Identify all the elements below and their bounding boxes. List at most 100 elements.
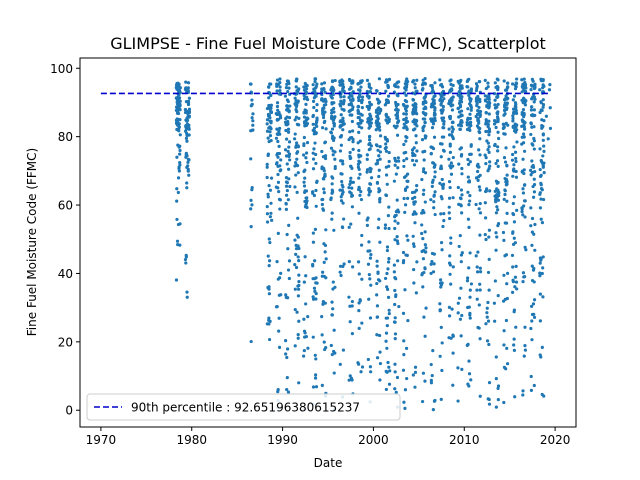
scatter-point bbox=[466, 107, 470, 111]
scatter-point bbox=[469, 378, 473, 382]
scatter-point bbox=[414, 102, 418, 106]
scatter-point bbox=[404, 120, 409, 124]
scatter-point bbox=[314, 297, 318, 301]
scatter-point bbox=[341, 162, 345, 166]
scatter-point bbox=[356, 187, 361, 192]
scatter-point bbox=[495, 159, 500, 163]
scatter-point bbox=[513, 395, 517, 399]
scatter-point bbox=[475, 124, 480, 128]
scatter-point bbox=[460, 153, 464, 157]
scatter-point bbox=[293, 96, 297, 100]
scatter-point bbox=[384, 316, 388, 320]
scatter-point bbox=[404, 139, 408, 143]
scatter-point bbox=[450, 98, 454, 102]
scatter-point bbox=[311, 151, 315, 155]
scatter-point bbox=[287, 86, 291, 90]
scatter-point bbox=[377, 168, 381, 172]
scatter-point bbox=[414, 141, 418, 145]
scatter-point bbox=[265, 122, 269, 126]
scatter-point bbox=[513, 83, 517, 87]
scatter-point bbox=[359, 85, 363, 89]
scatter-point bbox=[357, 326, 361, 330]
scatter-point bbox=[420, 88, 424, 92]
scatter-point bbox=[538, 110, 542, 115]
scatter-point bbox=[448, 272, 452, 276]
scatter-point bbox=[266, 254, 270, 258]
scatter-point bbox=[368, 256, 373, 260]
scatter-point bbox=[395, 133, 400, 137]
scatter-point bbox=[521, 108, 526, 112]
scatter-point bbox=[384, 80, 388, 84]
scatter-point bbox=[177, 88, 181, 92]
scatter-point bbox=[175, 155, 179, 159]
scatter-point bbox=[447, 196, 452, 200]
scatter-point bbox=[365, 157, 369, 161]
scatter-point bbox=[393, 226, 397, 231]
scatter-point bbox=[546, 137, 550, 141]
scatter-point bbox=[423, 134, 427, 138]
scatter-point bbox=[460, 166, 464, 171]
scatter-point bbox=[311, 83, 315, 87]
scatter-point bbox=[251, 112, 255, 116]
scatter-point bbox=[515, 208, 519, 212]
scatter-point bbox=[514, 125, 518, 129]
scatter-point bbox=[476, 250, 480, 254]
scatter-point bbox=[324, 257, 328, 261]
scatter-point bbox=[293, 137, 297, 141]
scatter-point bbox=[387, 226, 391, 231]
scatter-point bbox=[392, 263, 396, 267]
scatter-point bbox=[385, 119, 389, 123]
scatter-point bbox=[305, 121, 310, 126]
scatter-point bbox=[394, 293, 398, 297]
scatter-point bbox=[429, 151, 433, 156]
scatter-point bbox=[538, 192, 542, 196]
scatter-point bbox=[368, 147, 372, 151]
scatter-point bbox=[475, 270, 480, 274]
scatter-point bbox=[365, 223, 369, 227]
scatter-point bbox=[514, 107, 518, 111]
scatter-point bbox=[522, 125, 526, 129]
scatter-point bbox=[320, 333, 324, 337]
scatter-point bbox=[542, 171, 546, 175]
scatter-point bbox=[530, 159, 534, 163]
scatter-point bbox=[403, 107, 408, 111]
scatter-point bbox=[276, 117, 281, 121]
scatter-point bbox=[456, 399, 460, 403]
scatter-point bbox=[514, 325, 518, 329]
scatter-point bbox=[293, 118, 297, 122]
scatter-point bbox=[375, 114, 379, 119]
scatter-point bbox=[478, 137, 482, 141]
scatter-point bbox=[494, 377, 498, 381]
scatter-point bbox=[458, 147, 462, 151]
scatter-point bbox=[265, 165, 269, 169]
scatter-point bbox=[338, 79, 343, 84]
scatter-point bbox=[267, 285, 271, 289]
scatter-point bbox=[449, 241, 453, 245]
scatter-point bbox=[459, 97, 463, 101]
scatter-point bbox=[512, 94, 517, 98]
scatter-point bbox=[397, 159, 401, 163]
scatter-point bbox=[403, 210, 407, 214]
scatter-point bbox=[487, 235, 491, 239]
scatter-point bbox=[350, 186, 354, 190]
scatter-point bbox=[432, 200, 436, 204]
scatter-point bbox=[395, 234, 399, 239]
scatter-point bbox=[493, 98, 497, 102]
scatter-point bbox=[287, 276, 291, 281]
scatter-point bbox=[285, 82, 289, 86]
scatter-point bbox=[406, 172, 410, 176]
scatter-point bbox=[331, 287, 335, 291]
scatter-point bbox=[414, 134, 418, 138]
scatter-point bbox=[503, 188, 507, 192]
scatter-point bbox=[486, 85, 490, 89]
scatter-point bbox=[432, 95, 436, 99]
scatter-point bbox=[315, 82, 319, 86]
scatter-point bbox=[450, 96, 455, 100]
scatter-point bbox=[451, 333, 455, 337]
scatter-point bbox=[314, 86, 318, 90]
scatter-point bbox=[322, 81, 327, 85]
scatter-point bbox=[530, 125, 534, 129]
scatter-point bbox=[529, 326, 533, 331]
scatter-point bbox=[421, 371, 426, 375]
scatter-point bbox=[478, 153, 482, 157]
